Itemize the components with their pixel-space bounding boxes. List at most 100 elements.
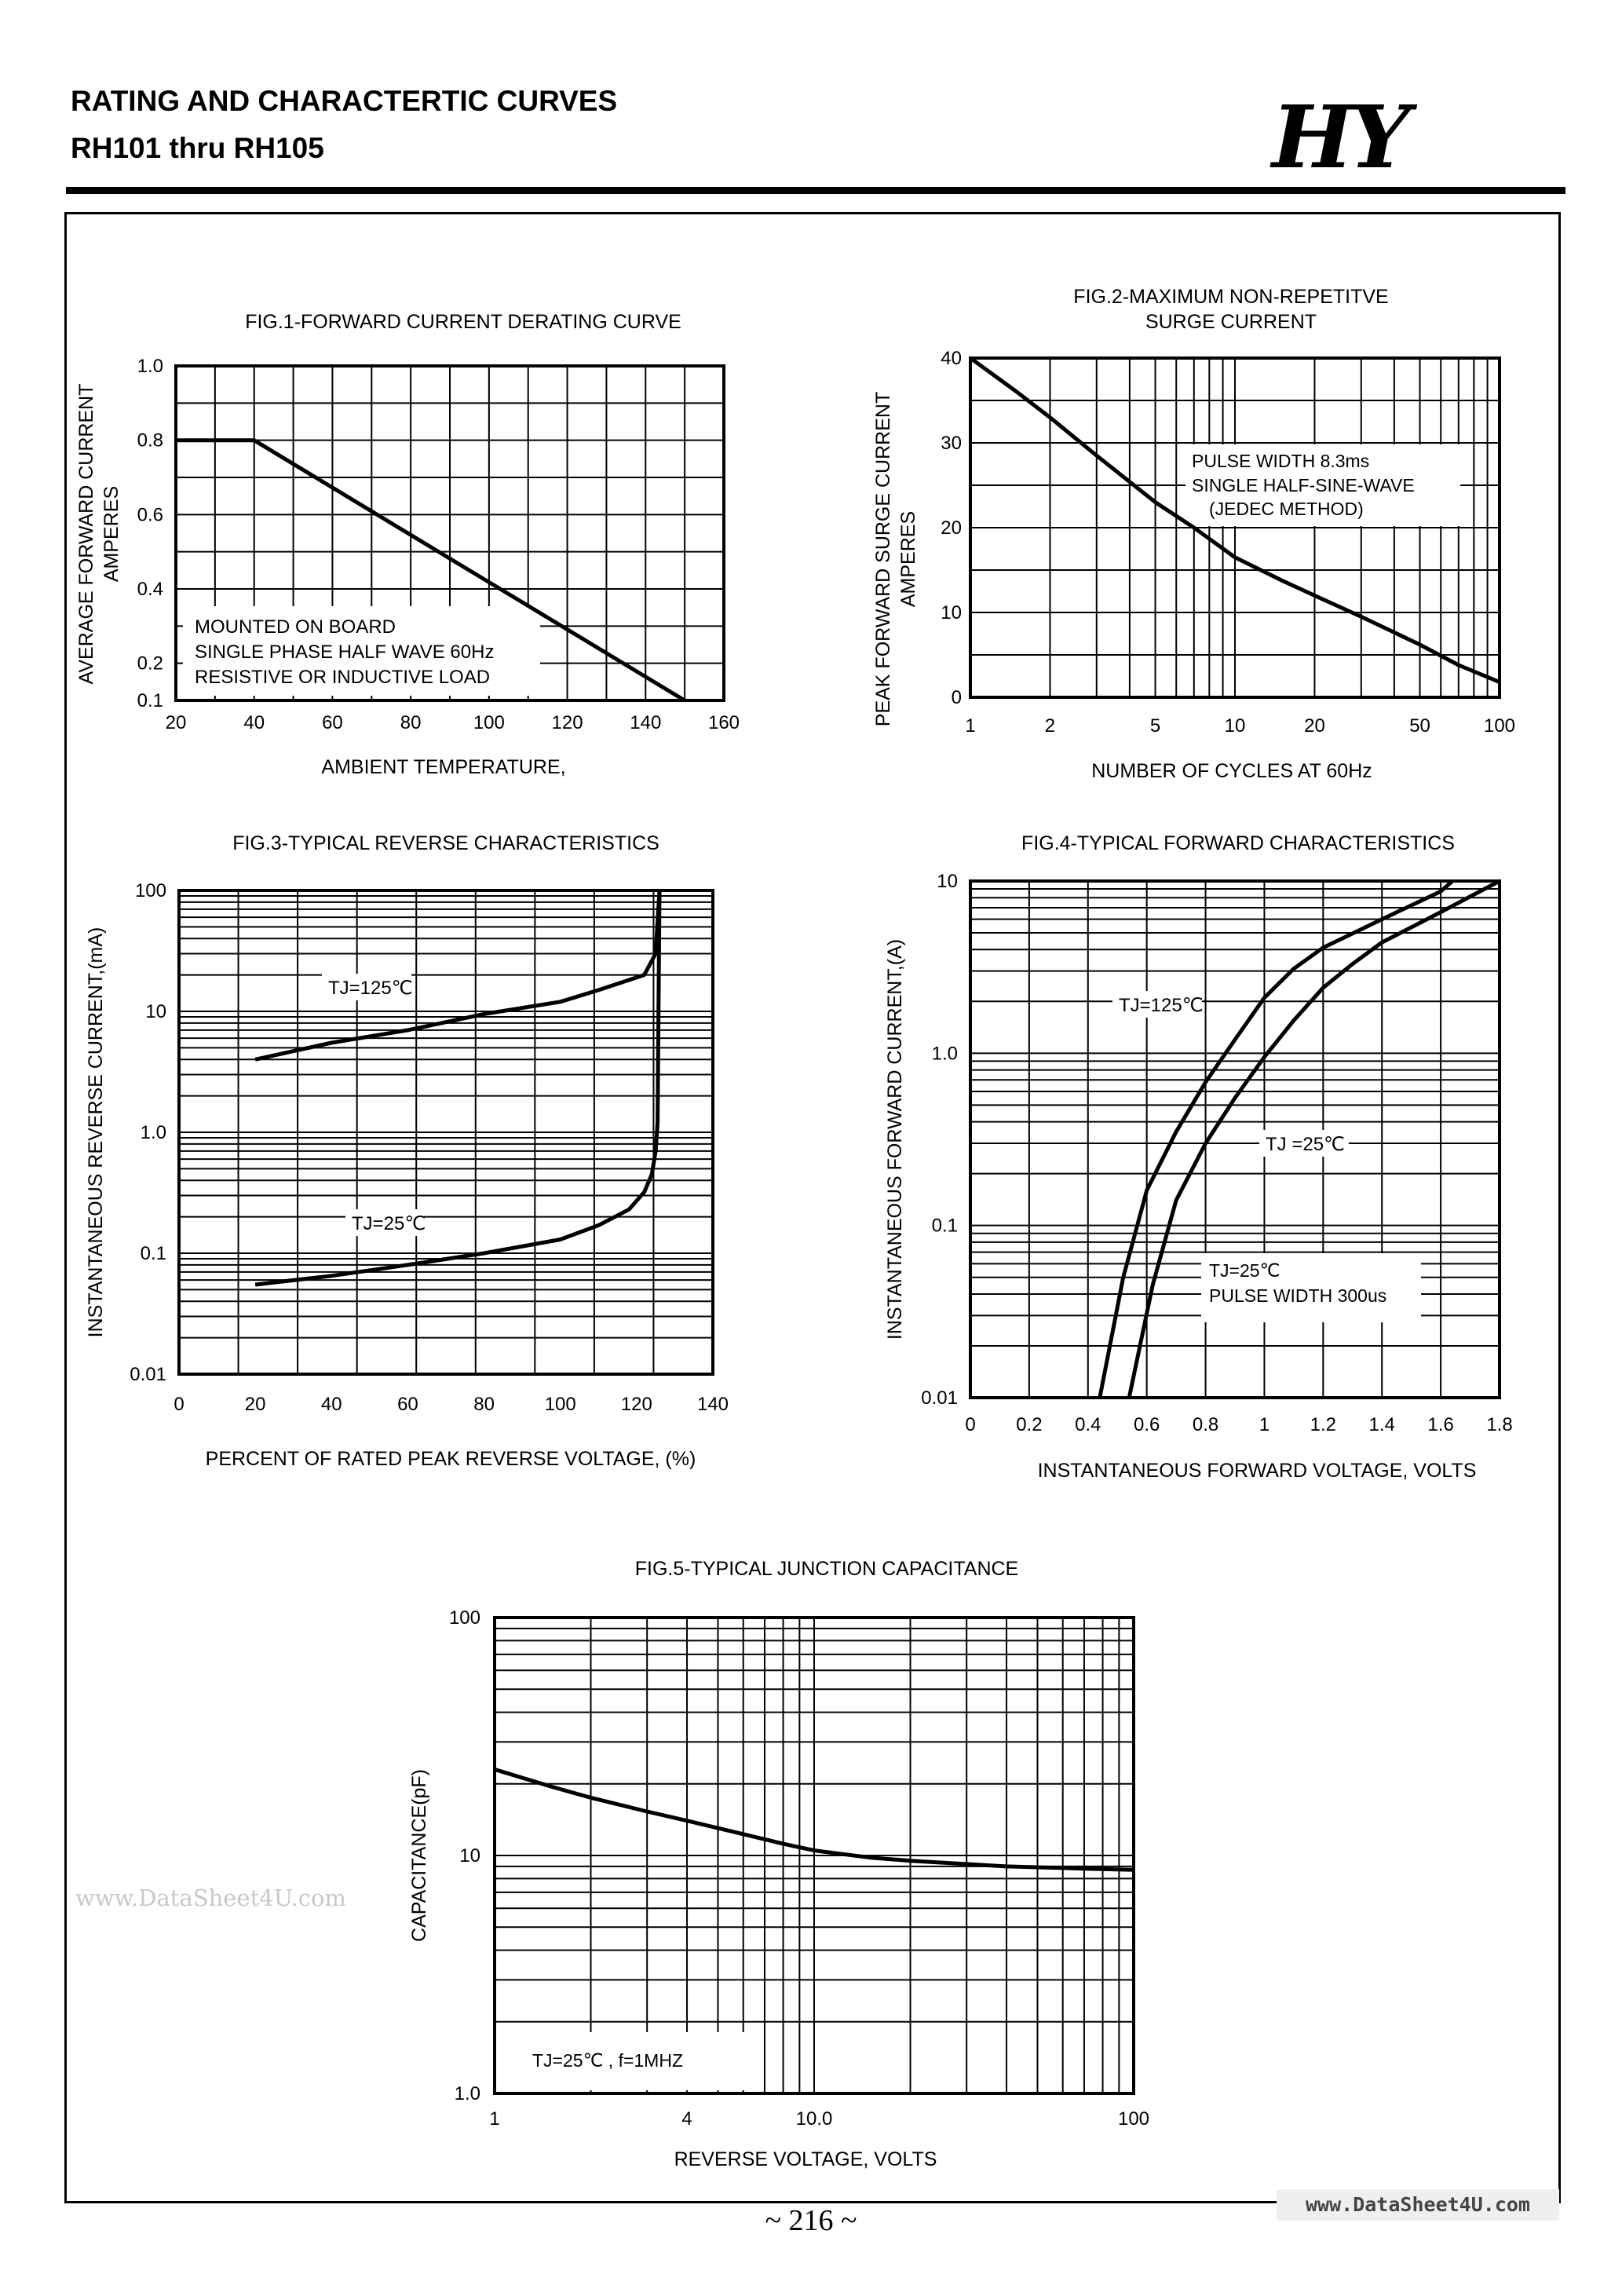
page-number: ~ 216 ~ — [765, 2204, 857, 2237]
fig1-y-tick-label: 0.1 — [137, 690, 163, 711]
fig1-x-tick-label: 160 — [708, 712, 740, 733]
fig2-series-line — [969, 356, 1500, 684]
fig5-title: FIG.5-TYPICAL JUNCTION CAPACITANCE — [635, 1558, 1018, 1580]
charts-frame — [64, 212, 1561, 2203]
header-rule — [66, 187, 1565, 194]
fig2-y-tick-label: 20 — [941, 517, 962, 539]
fig2-note-text: SINGLE HALF-SINE-WAVE — [1192, 475, 1415, 495]
fig5-x-tick-label: 1 — [489, 2108, 499, 2130]
fig2-title: FIG.2-MAXIMUM NON-REPETITVE — [1073, 286, 1388, 308]
fig4-x-tick-label: 0.4 — [1075, 1414, 1101, 1435]
fig1-x-tick-label: 100 — [473, 712, 505, 733]
watermark-left: www.DataSheet4U.com — [75, 1885, 346, 1911]
fig3-y-tick-label: 10 — [145, 1001, 166, 1022]
fig4-x-tick-label: 1.2 — [1310, 1414, 1336, 1435]
fig4-y-axis-label: INSTANTANEOUS FORWARD CURRENT,(A) — [884, 939, 906, 1340]
fig2-x-tick-label: 1 — [965, 715, 975, 737]
brand-logo: HY — [1272, 86, 1410, 188]
fig4-chart: FIG.4-TYPICAL FORWARD CHARACTERISTICS 0 0.… — [884, 832, 1513, 1482]
fig1-series-line — [176, 438, 686, 703]
fig4-x-tick-label: 1.4 — [1369, 1414, 1395, 1435]
fig5-y-tick-label: 1.0 — [455, 2083, 480, 2104]
fig2-y-tick-label: 0 — [952, 687, 962, 708]
fig2-x-tick-label: 2 — [1045, 715, 1055, 737]
fig2-chart: FIG.2-MAXIMUM NON-REPETITVE SURGE CURRENT… — [872, 286, 1515, 782]
fig5-y-tick-label: 100 — [449, 1607, 480, 1629]
fig1-y-tick-label: 0.4 — [137, 579, 163, 600]
fig4-plot-frame — [969, 879, 1501, 1399]
fig4-series-line — [1098, 879, 1454, 1398]
fig4-note-text: TJ=25℃ — [1209, 1260, 1280, 1281]
fig4-x-tick-label: 0.2 — [1016, 1414, 1042, 1435]
fig2-x-tick-label: 10 — [1225, 715, 1246, 737]
fig1-note-box — [183, 606, 540, 696]
fig1-y-axis-label: AVERAGE FORWARD CURRENT — [75, 384, 97, 685]
fig2-note-text: PULSE WIDTH 8.3ms — [1192, 451, 1369, 471]
fig4-series-label-bg — [1259, 1130, 1349, 1157]
fig4-x-axis-label: INSTANTANEOUS FORWARD VOLTAGE, VOLTS — [1038, 1460, 1477, 1482]
fig5-y-axis-label: CAPACITANCE(pF) — [408, 1769, 430, 1942]
fig2-y-tick-label: 40 — [941, 348, 962, 369]
fig3-chart: FIG.3-TYPICAL REVERSE CHARACTERISTICS 0 20… — [85, 832, 729, 1470]
fig4-x-tick-label: 1.6 — [1427, 1414, 1453, 1435]
fig4-x-tick-label: 1.8 — [1486, 1414, 1512, 1435]
fig2-x-axis-label: NUMBER OF CYCLES AT 60Hz — [1091, 760, 1372, 782]
fig4-y-tick-label: 0.1 — [932, 1216, 958, 1237]
fig3-x-tick-label: 40 — [321, 1394, 342, 1415]
fig4-note-text: PULSE WIDTH 300us — [1209, 1285, 1386, 1306]
fig1-x-tick-label: 60 — [322, 712, 343, 733]
fig4-x-tick-label: 0.6 — [1134, 1414, 1160, 1435]
fig5-x-tick-label: 4 — [681, 2108, 692, 2130]
fig1-y-axis-label: AMPERES — [100, 486, 122, 582]
fig4-series-line — [1127, 879, 1501, 1398]
fig3-y-tick-label: 100 — [135, 880, 166, 901]
fig4-y-tick-label: 10 — [937, 871, 958, 892]
fig4-title: FIG.4-TYPICAL FORWARD CHARACTERISTICS — [1021, 832, 1455, 854]
fig1-x-tick-label: 140 — [630, 712, 661, 733]
page-subtitle: RH101 thru RH105 — [71, 132, 324, 164]
fig1-plot-frame — [174, 364, 725, 702]
fig3-series-label: TJ=125℃ — [328, 978, 413, 999]
fig3-x-tick-label: 0 — [174, 1394, 184, 1415]
fig5-chart: FIG.5-TYPICAL JUNCTION CAPACITANCE 1 4 10.0… — [408, 1558, 1149, 2170]
page-title: RATING AND CHARACTERTIC CURVES — [71, 85, 618, 117]
fig3-series-line — [254, 890, 662, 1062]
fig4-x-tick-label: 1 — [1259, 1414, 1269, 1435]
fig5-y-tick-label: 10 — [459, 1845, 480, 1866]
fig1-y-tick-label: 0.2 — [137, 653, 163, 675]
fig3-y-tick-label: 0.1 — [141, 1243, 166, 1264]
fig1-note-text: MOUNTED ON BOARD — [195, 616, 396, 638]
fig3-x-tick-label: 140 — [697, 1394, 729, 1415]
fig3-x-tick-label: 20 — [245, 1394, 266, 1415]
fig3-y-tick-label: 1.0 — [141, 1122, 166, 1143]
fig3-title: FIG.3-TYPICAL REVERSE CHARACTERISTICS — [232, 832, 659, 854]
fig5-note-text: TJ=25℃ , f=1MHZ — [532, 2050, 683, 2071]
fig1-y-tick-label: 0.6 — [137, 504, 163, 525]
fig1-y-tick-label: 0.8 — [137, 430, 163, 452]
fig2-x-tick-label: 50 — [1409, 715, 1430, 737]
fig4-series-label: TJ=125℃ — [1119, 995, 1204, 1016]
fig3-series-label: TJ=25℃ — [352, 1213, 426, 1234]
fig5-x-tick-label: 10.0 — [796, 2108, 833, 2130]
fig1-x-tick-label: 80 — [400, 712, 422, 733]
fig5-x-tick-label: 100 — [1118, 2108, 1149, 2130]
fig2-y-tick-label: 10 — [941, 602, 962, 623]
fig3-x-tick-label: 100 — [545, 1394, 576, 1415]
fig4-x-tick-label: 0.8 — [1193, 1414, 1218, 1435]
fig2-note-text: (JEDEC METHOD) — [1209, 499, 1364, 519]
fig4-note-box — [1201, 1253, 1421, 1322]
fig4-series-label-bg — [1112, 991, 1202, 1018]
fig3-x-axis-label: PERCENT OF RATED PEAK REVERSE VOLTAGE, (… — [206, 1448, 696, 1470]
fig4-y-tick-label: 0.01 — [921, 1387, 958, 1409]
fig2-note-box — [1185, 444, 1460, 526]
fig1-note-text: RESISTIVE OR INDUCTIVE LOAD — [195, 667, 490, 688]
fig2-title: SURGE CURRENT — [1145, 311, 1317, 333]
fig1-x-axis-label: AMBIENT TEMPERATURE, — [321, 756, 565, 778]
fig2-y-tick-label: 30 — [941, 433, 962, 454]
fig1-x-tick-label: 120 — [552, 712, 583, 733]
fig1-y-tick-label: 1.0 — [137, 356, 163, 377]
fig4-x-tick-label: 0 — [965, 1414, 975, 1435]
fig5-x-axis-label: REVERSE VOLTAGE, VOLTS — [674, 2148, 937, 2170]
fig1-title: FIG.1-FORWARD CURRENT DERATING CURVE — [245, 311, 681, 333]
